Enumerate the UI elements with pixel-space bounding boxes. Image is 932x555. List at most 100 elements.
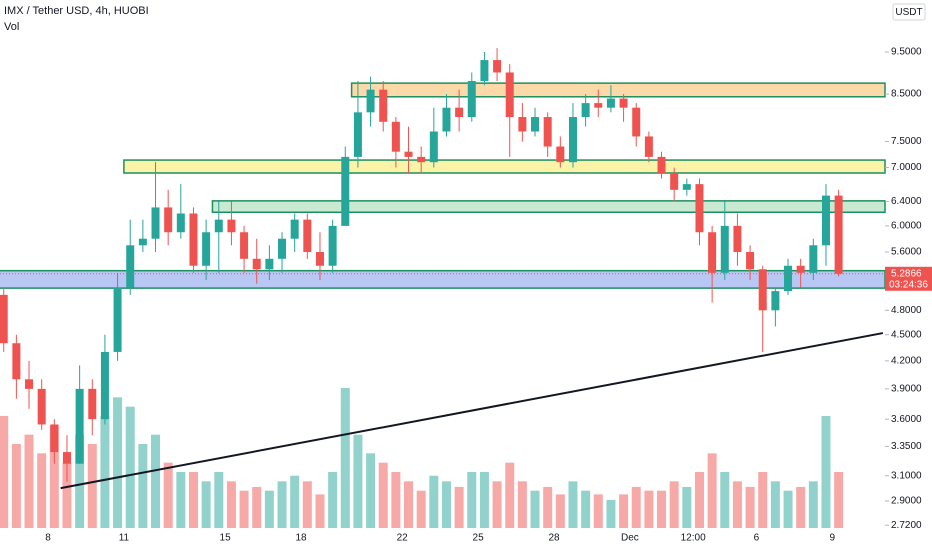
candles: [0, 48, 843, 482]
y-tick-label: 9.5000: [891, 47, 922, 58]
volume-bar: [151, 434, 161, 528]
volume-bar: [441, 481, 451, 528]
volume-bar: [214, 472, 224, 528]
candle-body: [455, 107, 464, 118]
volume-bar: [619, 494, 629, 528]
candle-body: [606, 98, 615, 108]
candle-body: [75, 388, 84, 464]
x-tick-label: 12:00: [681, 533, 706, 544]
candle-body: [556, 146, 565, 163]
candle-body: [176, 213, 185, 233]
volume-bar: [555, 494, 565, 528]
candle-body: [12, 343, 21, 380]
volume-bar: [821, 416, 831, 528]
volume-bar: [416, 490, 426, 528]
candle-body: [100, 351, 109, 420]
y-tick-label: 8.5000: [891, 89, 922, 100]
candle-body: [164, 207, 173, 233]
volume-bar: [720, 472, 730, 528]
candle-body: [480, 60, 489, 81]
volume-bar: [758, 472, 768, 528]
last-price-box: [885, 266, 932, 291]
y-tick-label: 5.6000: [891, 247, 922, 258]
volume-bar: [429, 475, 439, 528]
y-tick-label: 7.0000: [891, 162, 922, 173]
currency-box: [892, 3, 926, 21]
y-tick-label: 6.4000: [891, 196, 922, 207]
candle-body: [202, 232, 211, 266]
volume-bar: [138, 444, 148, 528]
volume-bar: [707, 453, 717, 528]
volume-bar: [669, 481, 679, 528]
candle-body: [303, 219, 312, 252]
volume-bar: [62, 462, 72, 528]
volume-bar: [290, 475, 300, 528]
candle-body: [657, 156, 666, 174]
candle-body: [531, 117, 540, 132]
candle-body: [353, 112, 362, 157]
volume-bar: [353, 434, 363, 528]
candle-body: [442, 107, 451, 132]
candle-body: [543, 117, 552, 147]
candle-body: [784, 265, 793, 292]
volume-bar: [834, 472, 844, 528]
last-price: 5.2866: [891, 268, 922, 279]
candle-body: [746, 251, 755, 270]
candle-body: [632, 107, 641, 137]
currency: USDT: [895, 7, 922, 18]
x-tick-label: 22: [397, 533, 409, 544]
x-tick-label: 18: [295, 533, 307, 544]
candle-body: [417, 156, 426, 163]
candle-body: [758, 269, 767, 311]
volume-bar: [732, 481, 742, 528]
volume-bar: [87, 444, 97, 528]
volume-bar: [492, 481, 502, 528]
y-tick-label: 3.3500: [891, 441, 922, 452]
candle-body: [619, 98, 628, 108]
x-tick-label: 25: [473, 533, 485, 544]
volume-bar: [11, 444, 21, 528]
zone: [123, 159, 886, 174]
candle-body: [328, 225, 337, 266]
candle-body: [493, 60, 502, 73]
x-tick-label: 15: [220, 533, 232, 544]
y-tick-label: 4.2000: [891, 355, 922, 366]
candle-body: [227, 219, 236, 233]
volume-bar: [188, 472, 198, 528]
x-tick-label: 8: [45, 533, 51, 544]
volume-bar: [694, 472, 704, 528]
candle-body: [467, 80, 476, 118]
y-tick-label: 4.8000: [891, 305, 922, 316]
candle-body: [252, 258, 261, 270]
volume: [0, 388, 844, 528]
candle-body: [265, 258, 274, 270]
volume-bar: [454, 486, 464, 528]
volume-bar: [366, 453, 376, 528]
volume-bar: [37, 453, 47, 528]
x-tick-label: 28: [548, 533, 560, 544]
y-tick-label: 7.5000: [891, 136, 922, 147]
volume-bar: [0, 416, 9, 528]
volume-bar: [543, 486, 553, 528]
candle-body: [809, 245, 818, 273]
candle-body: [341, 156, 350, 226]
candle-body: [88, 388, 97, 420]
candle-body: [138, 238, 147, 246]
volume-bar: [517, 481, 527, 528]
candle-body: [505, 72, 514, 118]
x-tick-label: 11: [119, 533, 130, 544]
candle-body: [720, 225, 729, 273]
volume-bar: [378, 462, 388, 528]
volume-bar: [264, 490, 274, 528]
volume-bar: [302, 481, 312, 528]
volume-bar: [163, 462, 173, 528]
volume-bar: [113, 397, 123, 528]
volume-bar: [479, 472, 489, 528]
volume-bar: [581, 490, 591, 528]
volume-bar: [391, 472, 401, 528]
volume-bar: [593, 494, 603, 528]
volume-bar: [530, 490, 540, 528]
y-tick-label: 2.7200: [891, 520, 922, 531]
candle-body: [50, 424, 59, 453]
